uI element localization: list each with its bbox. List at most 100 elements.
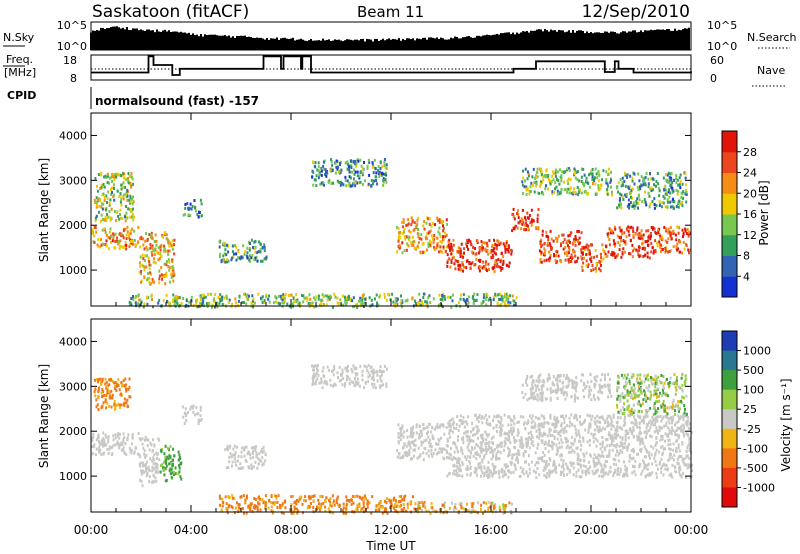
echo-cell	[441, 221, 444, 225]
echo-cell	[448, 246, 451, 249]
echo-cell	[624, 442, 626, 446]
echo-cell	[218, 255, 221, 259]
echo-cell	[678, 454, 681, 458]
echo-cell	[139, 464, 142, 468]
echo-cell	[609, 228, 612, 232]
echo-cell	[492, 453, 495, 457]
echo-cell	[485, 438, 488, 442]
echo-cell	[630, 430, 633, 433]
echo-cell	[650, 186, 653, 190]
echo-cell	[551, 192, 554, 195]
echo-cell	[475, 443, 478, 446]
echo-cell	[512, 215, 515, 219]
echo-cell	[675, 447, 678, 450]
echo-cell	[317, 176, 320, 180]
echo-cell	[431, 425, 434, 429]
echo-cell	[144, 463, 147, 466]
echo-cell	[451, 299, 454, 303]
echo-cell	[103, 227, 106, 231]
echo-cell	[411, 433, 414, 437]
echo-cell	[101, 193, 104, 197]
echo-cell	[425, 221, 428, 225]
echo-cell	[490, 448, 493, 452]
echo-cell	[498, 457, 501, 461]
echo-cell	[475, 425, 478, 429]
echo-cell	[361, 298, 363, 302]
echo-cell	[622, 446, 625, 450]
echo-cell	[500, 427, 503, 431]
echo-cell	[430, 224, 433, 228]
echo-cell	[636, 425, 638, 429]
echo-cell	[522, 415, 525, 419]
echo-cell	[167, 240, 170, 244]
echo-cell	[434, 448, 437, 452]
echo-cell	[505, 263, 508, 267]
echo-cell	[558, 182, 561, 186]
echo-cell	[564, 188, 567, 191]
echo-cell	[568, 450, 571, 454]
echo-cell	[536, 220, 539, 223]
echo-cell	[226, 258, 229, 262]
echo-cell	[671, 475, 674, 479]
echo-cell	[576, 256, 579, 260]
echo-cell	[131, 434, 134, 438]
echo-cell	[509, 430, 512, 434]
echo-cell	[525, 443, 528, 447]
echo-cell	[561, 454, 563, 458]
echo-cell	[434, 427, 437, 431]
echo-cell	[196, 412, 199, 416]
echo-cell	[354, 372, 357, 375]
echo-cell	[522, 422, 525, 426]
echo-cell	[455, 427, 458, 430]
echo-cell	[636, 228, 639, 232]
echo-cell	[493, 238, 495, 242]
echo-cell	[254, 239, 257, 243]
echo-cell	[401, 433, 404, 437]
echo-cell	[158, 251, 161, 255]
echo-cell	[664, 439, 667, 443]
echo-cell	[94, 387, 97, 391]
echo-cell	[653, 197, 656, 201]
echo-cell	[467, 301, 470, 305]
echo-cell	[552, 469, 555, 473]
echo-cell	[322, 167, 325, 171]
echo-cell	[636, 435, 639, 439]
echo-cell	[552, 172, 555, 176]
echo-cell	[446, 264, 449, 268]
echo-cell	[346, 167, 349, 171]
echo-cell	[601, 450, 604, 454]
echo-cell	[107, 247, 110, 251]
echo-cell	[439, 249, 442, 253]
echo-cell	[677, 414, 680, 418]
echo-cell	[562, 233, 565, 237]
echo-cell	[349, 176, 352, 180]
echo-cell	[684, 421, 687, 425]
echo-cell	[436, 242, 439, 246]
echo-cell	[594, 167, 597, 171]
echo-cell	[685, 243, 688, 247]
echo-cell	[91, 452, 94, 456]
echo-cell	[578, 242, 580, 246]
echo-cell	[105, 393, 108, 397]
echo-cell	[644, 200, 647, 204]
echo-cell	[170, 265, 173, 269]
echo-cell	[446, 295, 449, 299]
echo-cell	[642, 442, 645, 445]
echo-cell	[678, 200, 681, 204]
echo-cell	[347, 297, 350, 301]
echo-cell	[527, 419, 530, 423]
echo-cell	[350, 166, 353, 169]
echo-cell	[569, 420, 571, 424]
echo-cell	[621, 195, 624, 199]
echo-cell	[553, 417, 556, 421]
scatter-region-11	[606, 225, 658, 260]
echo-cell	[459, 264, 462, 268]
echo-cell	[104, 398, 107, 402]
echo-cell	[610, 417, 613, 421]
echo-cell	[525, 185, 528, 189]
echo-cell	[581, 469, 584, 473]
echo-cell	[411, 430, 414, 434]
echo-cell	[457, 457, 460, 460]
echo-cell	[575, 416, 578, 420]
echo-cell	[679, 425, 682, 429]
